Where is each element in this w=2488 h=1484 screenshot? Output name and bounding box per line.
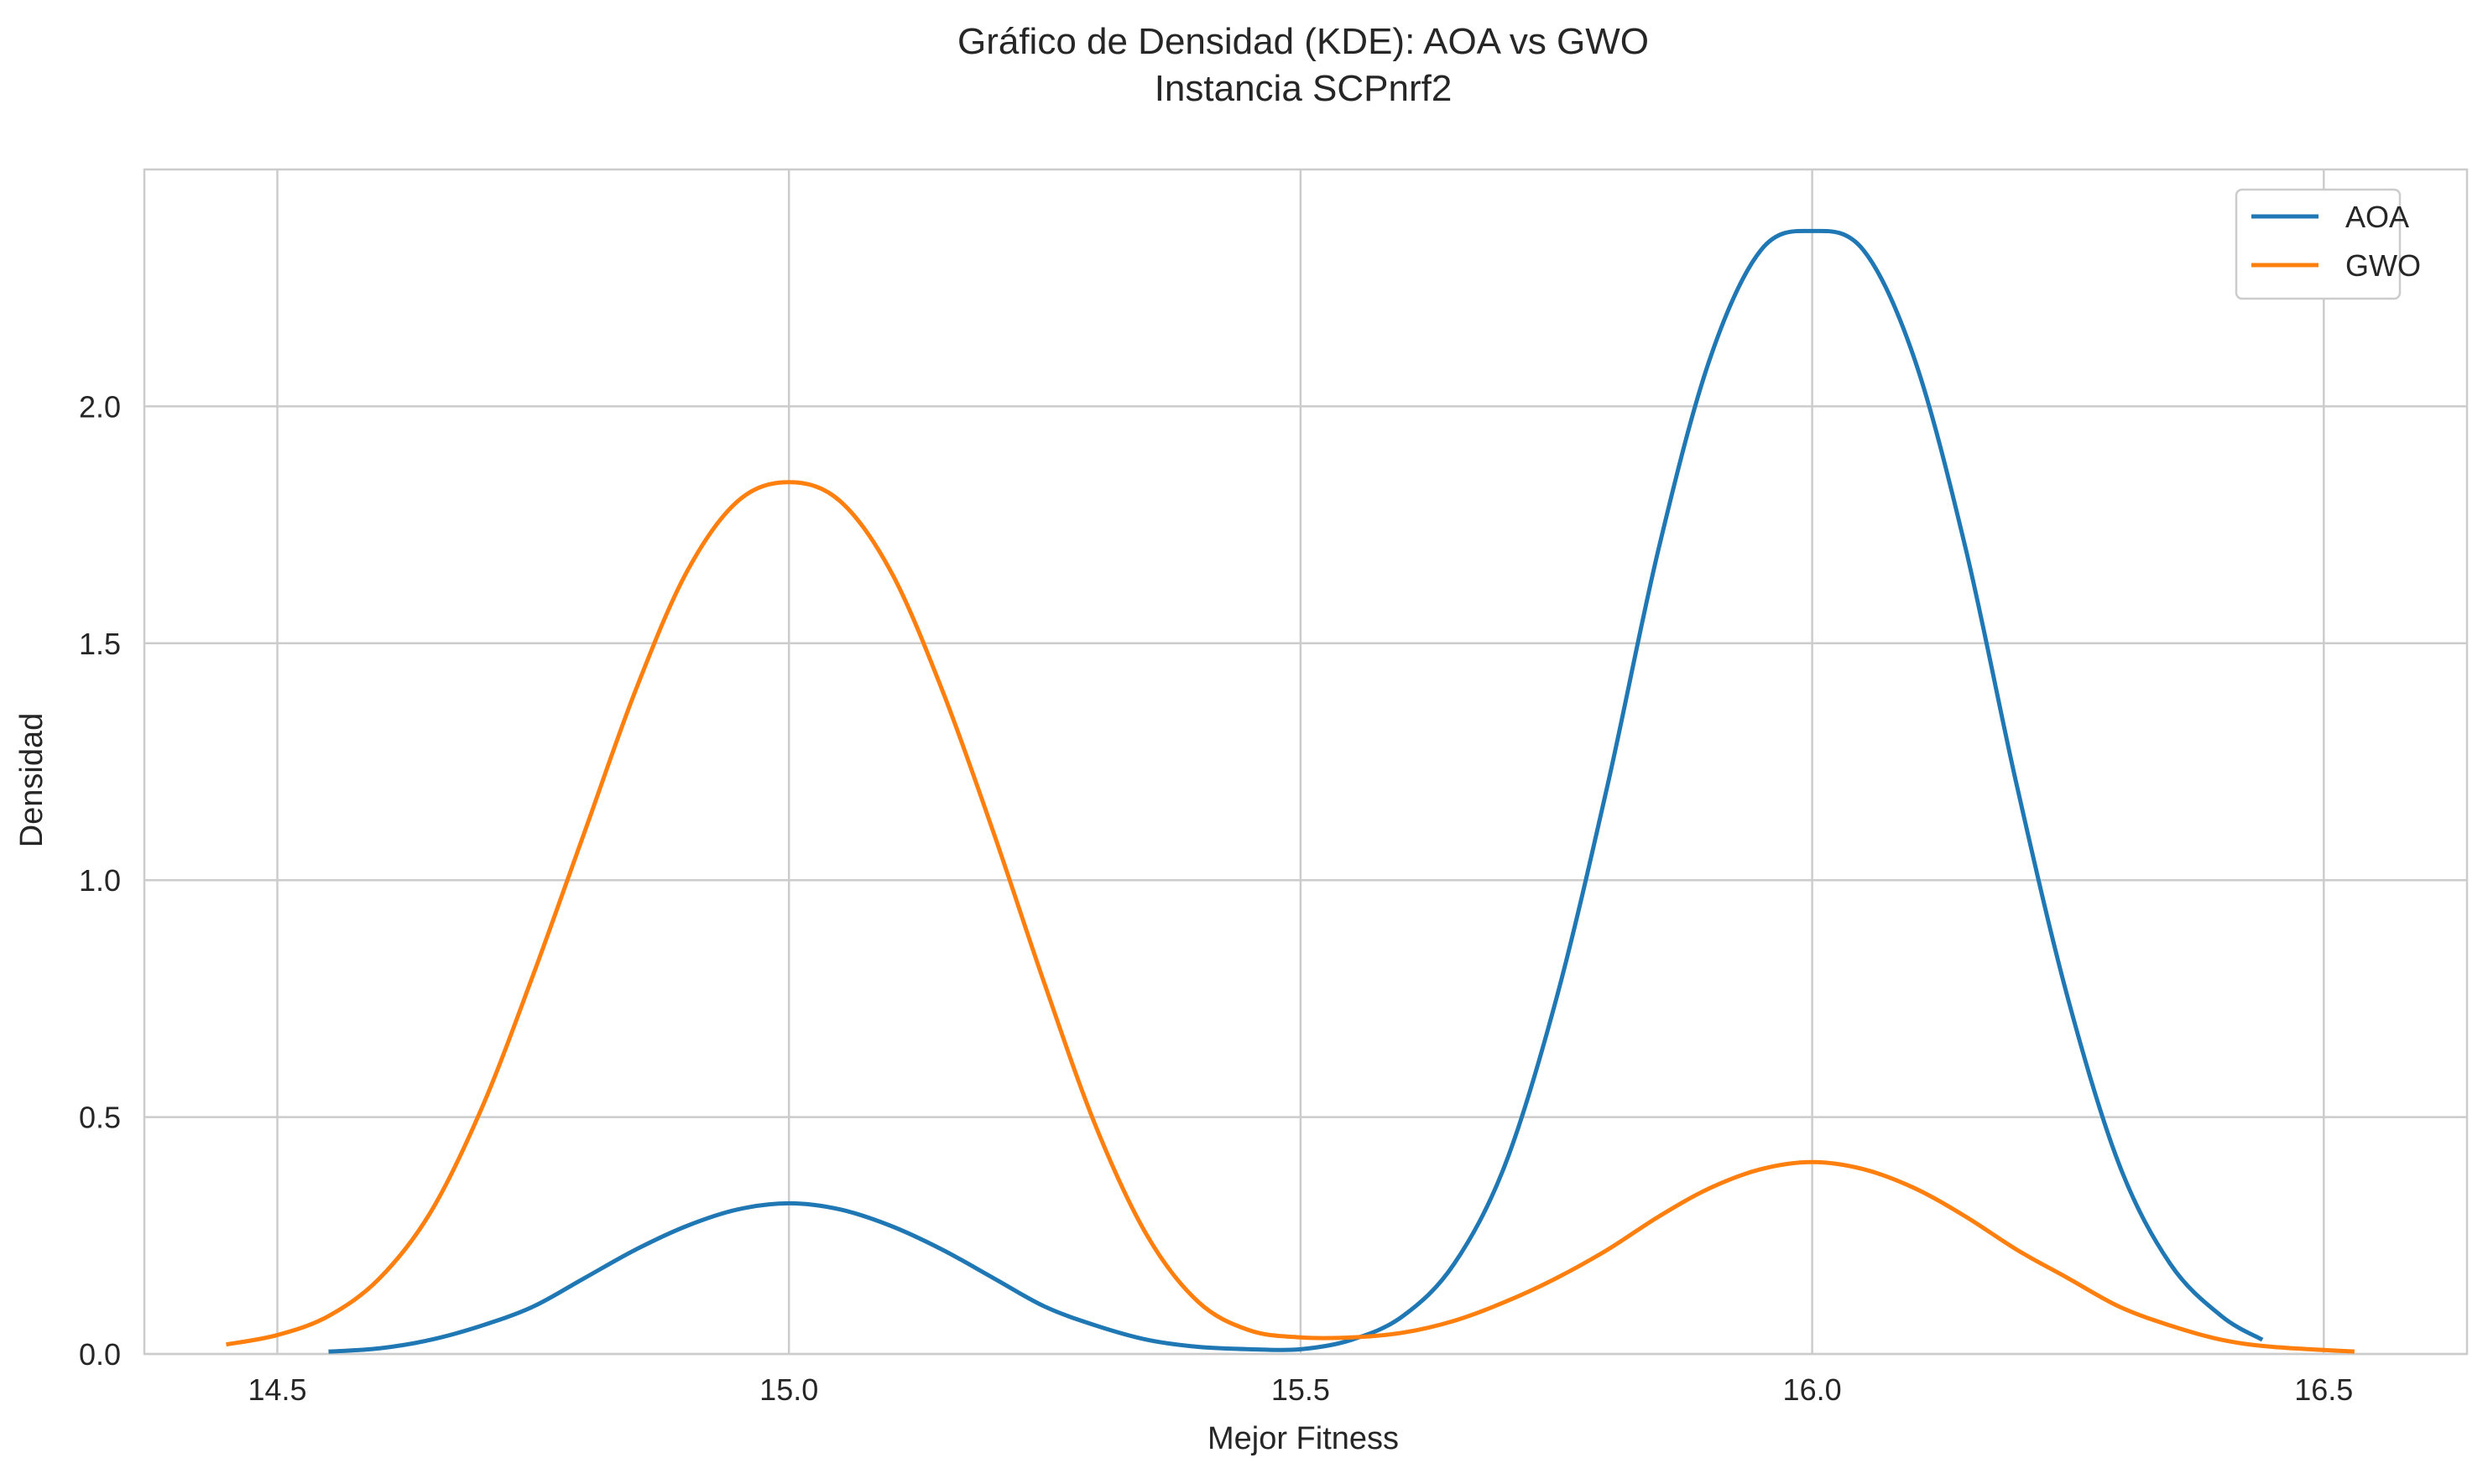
x-tick-label: 16.0 [1783, 1372, 1842, 1407]
y-tick-label: 1.5 [79, 627, 121, 661]
legend: AOA GWO [2235, 188, 2421, 300]
chart-subtitle: Instancia SCPnrf2 [1155, 68, 1453, 109]
series-line-gwo [226, 480, 2355, 1354]
y-tick-label: 2.0 [79, 389, 121, 424]
y-tick-label: 1.0 [79, 863, 121, 898]
legend-label-aoa: AOA [2345, 200, 2409, 234]
x-tick-label: 15.0 [759, 1372, 818, 1407]
grid [144, 169, 2467, 1356]
tick-labels: 14.5 15.0 15.5 16.0 16.5 0.0 0.5 1.0 1.5 2.0 [79, 389, 2353, 1407]
y-axis-label: Densidad [14, 713, 50, 848]
plot-area-frame [143, 168, 2469, 1356]
series-lines [226, 228, 2355, 1354]
x-axis-label: Mejor Fitness [1207, 1421, 1399, 1456]
series-line-aoa [328, 228, 2264, 1354]
x-tick-label: 16.5 [2294, 1372, 2353, 1407]
x-tick-label: 15.5 [1271, 1372, 1330, 1407]
chart-title: Gráfico de Densidad (KDE): AOA vs GWO [957, 21, 1649, 62]
y-tick-label: 0.5 [79, 1101, 121, 1135]
y-tick-label: 0.0 [79, 1337, 121, 1372]
x-tick-label: 14.5 [248, 1372, 306, 1407]
legend-label-gwo: GWO [2345, 248, 2421, 283]
